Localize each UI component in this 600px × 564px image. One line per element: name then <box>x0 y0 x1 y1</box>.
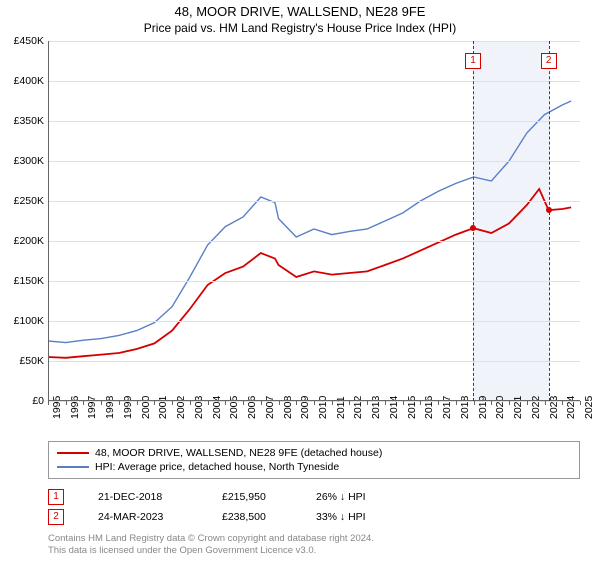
y-tick-label: £450K <box>14 35 44 47</box>
chart-title: 48, MOOR DRIVE, WALLSEND, NE28 9FE <box>0 4 600 19</box>
chart-svg <box>48 41 580 401</box>
y-tick-label: £400K <box>14 75 44 87</box>
x-tick-mark <box>279 401 280 405</box>
attribution-line1: Contains HM Land Registry data © Crown c… <box>48 533 600 545</box>
gridline-h <box>48 161 580 162</box>
x-tick-mark <box>48 401 49 405</box>
sales-table: 1 21-DEC-2018 £215,950 26% ↓ HPI 2 24-MAR-202… <box>48 487 600 527</box>
x-tick-mark <box>527 401 528 405</box>
x-tick-mark <box>349 401 350 405</box>
x-tick-mark <box>190 401 191 405</box>
legend-label-hpi: HPI: Average price, detached house, Nort… <box>95 461 339 473</box>
gridline-h <box>48 201 580 202</box>
x-tick-mark <box>101 401 102 405</box>
y-axis: £0£50K£100K£150K£200K£250K£300K£350K£400… <box>2 41 46 401</box>
gridline-h <box>48 81 580 82</box>
attribution: Contains HM Land Registry data © Crown c… <box>48 533 600 558</box>
x-tick-mark <box>314 401 315 405</box>
x-tick-mark <box>66 401 67 405</box>
y-tick-label: £250K <box>14 195 44 207</box>
attribution-line2: This data is licensed under the Open Gov… <box>48 545 600 557</box>
gridline-h <box>48 241 580 242</box>
sale-price: £215,950 <box>222 491 282 503</box>
x-tick-mark <box>137 401 138 405</box>
sale-row: 1 21-DEC-2018 £215,950 26% ↓ HPI <box>48 487 600 507</box>
sale-number-box: 2 <box>48 509 64 525</box>
sale-pct: 33% ↓ HPI <box>316 511 406 523</box>
x-tick-mark <box>296 401 297 405</box>
y-tick-label: £150K <box>14 275 44 287</box>
y-tick-label: £100K <box>14 315 44 327</box>
gridline-h <box>48 121 580 122</box>
series-line-hpi <box>48 101 571 343</box>
gridline-h <box>48 321 580 322</box>
sale-date: 21-DEC-2018 <box>98 491 188 503</box>
legend-row-price: 48, MOOR DRIVE, WALLSEND, NE28 9FE (deta… <box>57 446 571 460</box>
y-axis-line <box>48 41 49 401</box>
x-tick-mark <box>208 401 209 405</box>
x-tick-mark <box>332 401 333 405</box>
x-tick-mark <box>172 401 173 405</box>
x-tick-mark <box>243 401 244 405</box>
y-tick-label: £350K <box>14 115 44 127</box>
gridline-h <box>48 41 580 42</box>
x-tick-mark <box>83 401 84 405</box>
legend-swatch-hpi <box>57 466 89 468</box>
x-tick-mark <box>367 401 368 405</box>
sale-price: £238,500 <box>222 511 282 523</box>
legend-label-price: 48, MOOR DRIVE, WALLSEND, NE28 9FE (deta… <box>95 447 382 459</box>
x-tick-mark <box>580 401 581 405</box>
reference-line <box>549 41 550 401</box>
reference-box: 2 <box>541 53 557 69</box>
x-tick-mark <box>491 401 492 405</box>
gridline-h <box>48 361 580 362</box>
legend-swatch-price <box>57 452 89 454</box>
x-tick-mark <box>385 401 386 405</box>
sale-marker <box>546 207 552 213</box>
x-tick-label: 2025 <box>583 396 595 419</box>
x-tick-mark <box>456 401 457 405</box>
x-tick-mark <box>119 401 120 405</box>
series-line-price_paid <box>48 189 571 358</box>
legend: 48, MOOR DRIVE, WALLSEND, NE28 9FE (deta… <box>48 441 580 479</box>
reference-box: 1 <box>465 53 481 69</box>
sale-number-box: 1 <box>48 489 64 505</box>
sale-marker <box>470 225 476 231</box>
sale-pct: 26% ↓ HPI <box>316 491 406 503</box>
x-tick-mark <box>261 401 262 405</box>
y-tick-label: £300K <box>14 155 44 167</box>
x-tick-mark <box>420 401 421 405</box>
gridline-h <box>48 281 580 282</box>
chart-subtitle: Price paid vs. HM Land Registry's House … <box>0 21 600 35</box>
y-tick-label: £0 <box>32 395 44 407</box>
legend-row-hpi: HPI: Average price, detached house, Nort… <box>57 460 571 474</box>
x-tick-mark <box>403 401 404 405</box>
reference-line <box>473 41 474 401</box>
plot-region: 1995199619971998199920002001200220032004… <box>48 41 580 401</box>
x-tick-mark <box>154 401 155 405</box>
x-tick-mark <box>562 401 563 405</box>
chart-area: £0£50K£100K£150K£200K£250K£300K£350K£400… <box>48 41 580 401</box>
sale-row: 2 24-MAR-2023 £238,500 33% ↓ HPI <box>48 507 600 527</box>
x-tick-mark <box>474 401 475 405</box>
x-tick-mark <box>225 401 226 405</box>
x-tick-mark <box>509 401 510 405</box>
sale-date: 24-MAR-2023 <box>98 511 188 523</box>
x-tick-mark <box>438 401 439 405</box>
y-tick-label: £200K <box>14 235 44 247</box>
x-tick-mark <box>545 401 546 405</box>
y-tick-label: £50K <box>19 355 44 367</box>
x-axis-line <box>48 400 580 401</box>
